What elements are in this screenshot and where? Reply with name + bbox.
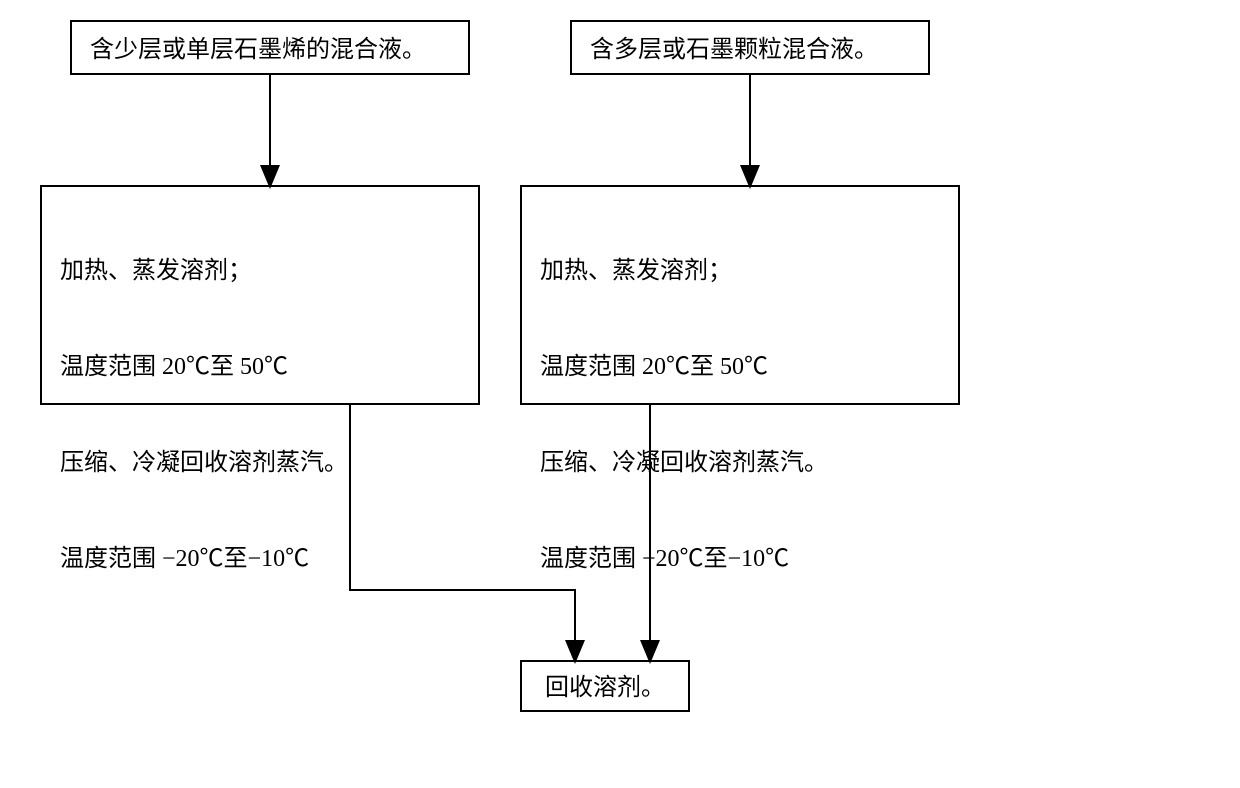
- arrow-left-process-to-bottom: [350, 405, 575, 660]
- flowchart-connectors: [0, 0, 1240, 788]
